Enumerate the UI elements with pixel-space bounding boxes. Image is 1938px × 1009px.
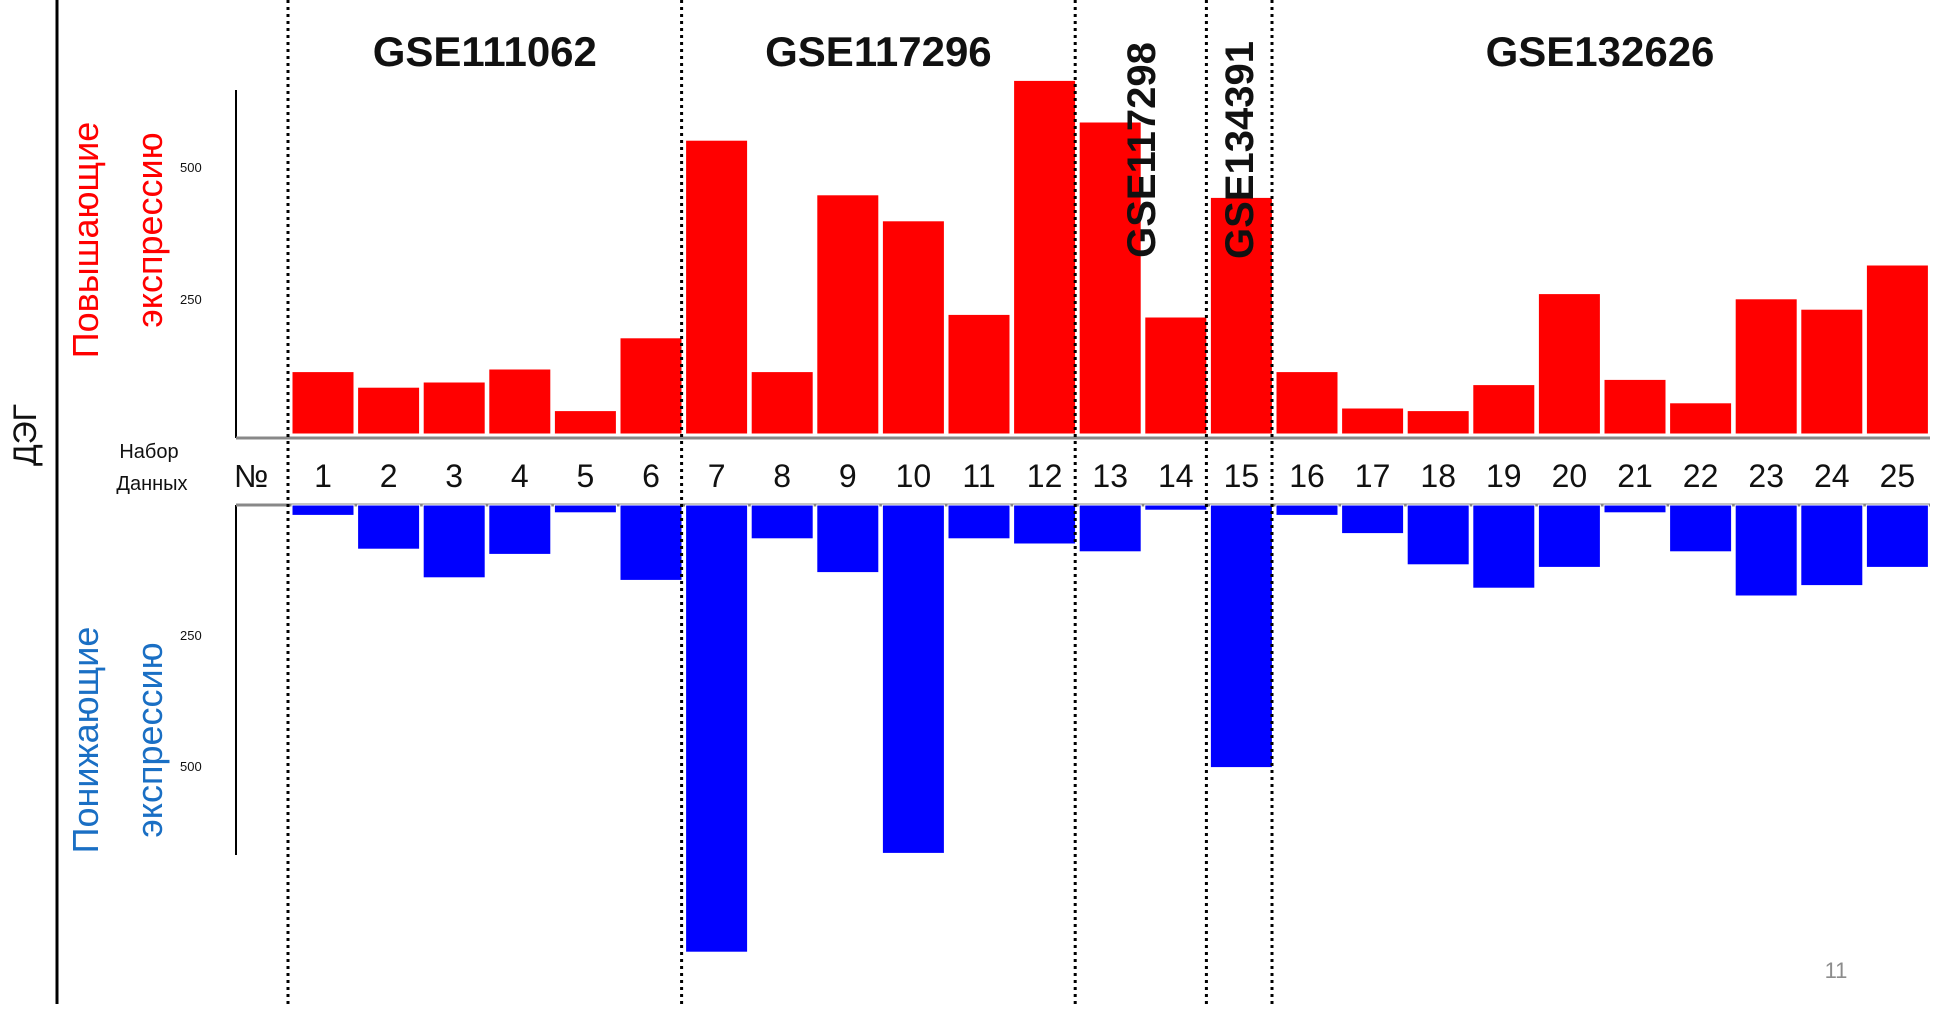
group-label-1: GSE111062 bbox=[373, 28, 597, 75]
down-bar-20 bbox=[1537, 504, 1601, 568]
up-bar-6 bbox=[619, 337, 683, 435]
down-bar-25 bbox=[1865, 504, 1929, 568]
dataset-number-7: 7 bbox=[708, 458, 726, 494]
slide-number: 11 bbox=[1825, 958, 1848, 983]
down-bar-21 bbox=[1603, 504, 1667, 514]
up-bar-21 bbox=[1603, 378, 1667, 435]
dataset-number-2: 2 bbox=[380, 458, 398, 494]
dataset-number-6: 6 bbox=[642, 458, 660, 494]
side-label: ДЭГ bbox=[7, 404, 43, 466]
dataset-number-4: 4 bbox=[511, 458, 529, 494]
down-bar-5 bbox=[553, 504, 617, 514]
up-tick-500: 500 bbox=[180, 160, 202, 175]
up-bar-13 bbox=[1078, 121, 1142, 435]
up-bar-12 bbox=[1013, 79, 1077, 435]
down-bar-17 bbox=[1341, 504, 1405, 535]
up-bar-4 bbox=[488, 368, 552, 435]
down-bar-12 bbox=[1013, 504, 1077, 545]
down-label-line2: экспрессию bbox=[129, 642, 170, 837]
up-bar-14 bbox=[1144, 316, 1208, 435]
up-bar-23 bbox=[1734, 298, 1798, 435]
up-bar-18 bbox=[1406, 410, 1470, 435]
up-bar-5 bbox=[553, 410, 617, 435]
dataset-number-16: 16 bbox=[1289, 458, 1325, 494]
dataset-number-13: 13 bbox=[1092, 458, 1128, 494]
up-bar-22 bbox=[1669, 402, 1733, 435]
dataset-number-24: 24 bbox=[1814, 458, 1850, 494]
down-bar-1 bbox=[291, 504, 355, 516]
down-bar-15 bbox=[1209, 504, 1273, 769]
up-bar-19 bbox=[1472, 384, 1536, 435]
dataset-number-12: 12 bbox=[1027, 458, 1063, 494]
down-tick-500: 500 bbox=[180, 759, 202, 774]
dataset-number-11: 11 bbox=[962, 458, 995, 494]
dataset-number-3: 3 bbox=[445, 458, 463, 494]
down-tick-250: 250 bbox=[180, 628, 202, 643]
down-bar-11 bbox=[947, 504, 1011, 540]
up-bar-9 bbox=[816, 194, 880, 435]
dataset-number-14: 14 bbox=[1158, 458, 1194, 494]
dataset-number-15: 15 bbox=[1224, 458, 1260, 494]
down-bar-23 bbox=[1734, 504, 1798, 597]
dataset-number-21: 21 bbox=[1617, 458, 1653, 494]
down-bar-9 bbox=[816, 504, 880, 574]
up-bar-24 bbox=[1800, 308, 1864, 435]
up-label-line2: экспрессию bbox=[129, 132, 170, 327]
dataset-number-20: 20 bbox=[1552, 458, 1588, 494]
down-bar-24 bbox=[1800, 504, 1864, 587]
down-bar-22 bbox=[1669, 504, 1733, 553]
dataset-number-9: 9 bbox=[839, 458, 857, 494]
down-bar-13 bbox=[1078, 504, 1142, 553]
dataset-label-line1: Набор bbox=[119, 441, 178, 463]
down-bar-14 bbox=[1144, 504, 1208, 511]
number-sign: № bbox=[234, 458, 268, 494]
down-bar-6 bbox=[619, 504, 683, 581]
group-label-5: GSE132626 bbox=[1486, 28, 1715, 75]
up-bar-10 bbox=[881, 220, 945, 435]
dataset-label-line2: Данных bbox=[116, 473, 187, 495]
down-label-line1: Понижающие bbox=[65, 627, 106, 854]
down-bar-10 bbox=[881, 504, 945, 854]
up-bar-16 bbox=[1275, 371, 1339, 435]
up-bar-20 bbox=[1537, 293, 1601, 435]
down-bar-18 bbox=[1406, 504, 1470, 566]
dataset-number-8: 8 bbox=[773, 458, 791, 494]
dataset-number-23: 23 bbox=[1748, 458, 1784, 494]
numbers-layer: 1 2 3 4 5 6 7 8 9 10 11 12 13 14 15 16 17 18 19 20 21 22 23 24 2… bbox=[314, 458, 1915, 494]
group-label-2: GSE117296 bbox=[765, 28, 992, 75]
dataset-number-19: 19 bbox=[1486, 458, 1522, 494]
down-bar-4 bbox=[488, 504, 552, 555]
up-bar-1 bbox=[291, 371, 355, 435]
dataset-number-25: 25 bbox=[1880, 458, 1916, 494]
dataset-number-18: 18 bbox=[1420, 458, 1456, 494]
down-bar-19 bbox=[1472, 504, 1536, 589]
up-bar-11 bbox=[947, 313, 1011, 435]
down-bar-16 bbox=[1275, 504, 1339, 516]
up-bar-15 bbox=[1209, 196, 1273, 435]
down-bar-7 bbox=[685, 504, 749, 953]
dataset-number-10: 10 bbox=[896, 458, 932, 494]
up-tick-250: 250 bbox=[180, 292, 202, 307]
dataset-number-22: 22 bbox=[1683, 458, 1719, 494]
down-bar-8 bbox=[750, 504, 814, 540]
up-bar-3 bbox=[422, 381, 486, 435]
up-bar-2 bbox=[357, 386, 421, 435]
group-label-3: GSE117298 bbox=[1120, 42, 1164, 258]
bars-layer bbox=[291, 79, 1929, 953]
up-bar-7 bbox=[685, 139, 749, 435]
up-bar-25 bbox=[1865, 264, 1929, 435]
up-label-line1: Повышающие bbox=[65, 122, 106, 359]
up-bar-17 bbox=[1341, 407, 1405, 435]
down-bar-3 bbox=[422, 504, 486, 579]
groups-layer: GSE111062 GSE117296 GSE117298 GSE134391 GSE1… bbox=[373, 28, 1715, 259]
dataset-number-1: 1 bbox=[314, 458, 332, 494]
down-bar-2 bbox=[357, 504, 421, 550]
dataset-number-17: 17 bbox=[1355, 458, 1391, 494]
group-label-4: GSE134391 bbox=[1218, 41, 1262, 259]
dataset-number-5: 5 bbox=[577, 458, 595, 494]
up-bar-8 bbox=[750, 371, 814, 435]
